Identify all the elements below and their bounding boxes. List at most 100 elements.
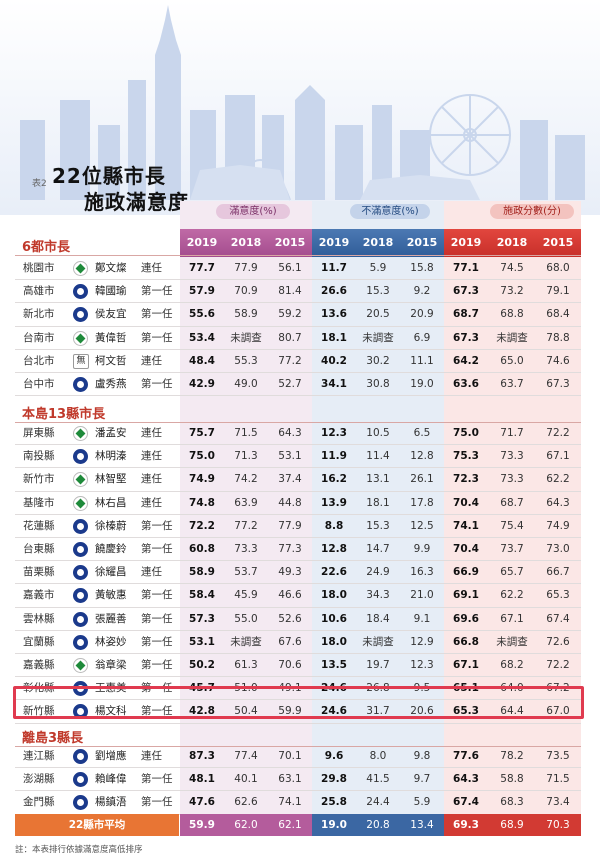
table-row: 嘉義市 黃敏惠 第一任 58.4 45.9 46.6 18.0 34.3 21.0 69.1 62.…	[15, 584, 581, 607]
table-row: 台中市 盧秀燕 第一任 42.9 49.0 52.7 34.1 30.8 19.0 63.6 63.…	[15, 373, 581, 396]
dis-value-2015: 12.3	[410, 659, 434, 671]
sat-value-2015: 63.1	[278, 773, 302, 786]
year-2018: 2018	[496, 236, 528, 249]
term-status: 第一任	[141, 519, 173, 532]
score-value-2015: 79.1	[546, 285, 570, 298]
sat-value-2015: 53.1	[278, 450, 302, 463]
mayor-name: 黃偉哲	[95, 331, 127, 344]
row-divider	[15, 583, 581, 585]
party-cell	[71, 422, 89, 445]
score-value-2019: 77.6	[453, 750, 479, 762]
dis-value-2015: 26.1	[410, 473, 434, 486]
sat-value-2018: 53.7	[234, 566, 258, 579]
party-cell	[71, 561, 89, 584]
score-value-2015: 74.9	[546, 519, 570, 532]
table-row: 連江縣 劉增應 連任 87.3 77.4 70.1 9.6 8.0 9.8 77.6 78.2 73.…	[15, 745, 581, 768]
sat-value-2018: 55.0	[234, 612, 258, 625]
score-value-2018: 75.4	[500, 519, 524, 532]
row-divider	[15, 490, 581, 492]
score-value-2015: 67.3	[546, 378, 570, 390]
county-name: 連江縣	[23, 750, 55, 762]
table-number: 表2	[32, 179, 47, 189]
sat-value-2018: 49.0	[234, 378, 258, 390]
mayor-name: 林智堅	[95, 473, 127, 486]
score-value-2018: 71.7	[500, 427, 524, 439]
year-2015: 2015	[274, 236, 306, 249]
row-divider	[15, 444, 581, 446]
table-row: 基隆市 林右昌 連任 74.8 63.9 44.8 13.9 18.1 17.8 70.4 68.7…	[15, 492, 581, 515]
row-divider	[15, 537, 581, 538]
party-cell	[71, 468, 89, 491]
dis-value-2019: 8.8	[324, 519, 344, 532]
dis-value-2018: 10.5	[366, 427, 390, 439]
sat-value-2019: 48.4	[189, 354, 215, 367]
dpp-emblem-icon	[73, 658, 88, 673]
county-name: 基隆市	[23, 496, 55, 509]
sat-value-2019: 87.3	[189, 750, 215, 762]
year-2018: 2018	[230, 236, 262, 249]
table-row: 雲林縣 張麗善 第一任 57.3 55.0 52.6 10.6 18.4 9.1 69.6 67.1…	[15, 608, 581, 631]
score-value-2018: 58.8	[500, 773, 524, 786]
score-value-2019: 68.7	[453, 308, 479, 321]
sat-value-2018: 62.6	[234, 796, 258, 809]
sat-value-2018: 未調查	[230, 635, 262, 648]
sat-value-2019: 53.1	[189, 635, 215, 648]
row-divider	[15, 629, 581, 631]
sat-value-2015: 70.1	[278, 750, 302, 762]
year-2019: 2019	[450, 236, 482, 249]
party-cell: 無	[71, 350, 89, 373]
row-divider	[15, 325, 581, 327]
sat-value-2019: 42.8	[189, 705, 215, 718]
term-status: 第一任	[141, 308, 173, 321]
county-name: 嘉義市	[23, 589, 55, 602]
row-divider	[15, 767, 581, 769]
term-status: 連任	[141, 427, 162, 439]
score-value-2019: 67.3	[453, 331, 479, 344]
mayor-name: 林明溱	[95, 450, 127, 463]
avg-sat-2018: 62.0	[234, 819, 258, 831]
avg-dis-2015: 13.4	[410, 819, 434, 831]
table-row: 澎湖縣 賴峰偉 第一任 48.1 40.1 63.1 29.8 41.5 9.7 64.3 58.8…	[15, 768, 581, 791]
row-divider	[15, 513, 581, 515]
score-value-2015: 73.4	[546, 796, 570, 809]
group-header-score: 施政分數(分)	[490, 204, 574, 219]
term-status: 第一任	[141, 331, 173, 344]
dis-value-2015: 5.9	[413, 796, 431, 809]
dis-value-2019: 11.9	[321, 450, 347, 463]
dis-value-2018: 18.4	[366, 612, 390, 625]
score-value-2019: 74.1	[453, 519, 479, 532]
sat-value-2015: 64.3	[278, 427, 302, 439]
score-value-2018: 68.2	[500, 659, 524, 671]
dis-value-2019: 18.0	[321, 635, 347, 648]
score-value-2015: 66.7	[546, 566, 570, 579]
score-value-2015: 67.1	[546, 450, 570, 463]
dpp-emblem-icon	[73, 426, 88, 441]
sat-value-2015: 52.6	[278, 612, 302, 625]
county-name: 澎湖縣	[23, 773, 55, 786]
score-value-2015: 73.5	[546, 750, 570, 762]
dis-value-2015: 12.8	[410, 450, 434, 463]
score-value-2015: 71.5	[546, 773, 570, 786]
avg-dis-2019: 19.0	[321, 819, 347, 831]
dis-value-2015: 9.2	[413, 285, 431, 298]
score-value-2019: 70.4	[453, 496, 479, 509]
highlight-box	[13, 686, 584, 719]
county-name: 屏東縣	[23, 427, 55, 439]
sat-value-2015: 59.9	[278, 705, 302, 718]
table-row: 台南市 黃偉哲 第一任 53.4 未調查 80.7 18.1 未調查 6.9 67.3 未調查 78.…	[15, 327, 581, 350]
term-status: 連任	[141, 566, 162, 579]
score-value-2019: 66.9	[453, 566, 479, 579]
dis-value-2015: 9.1	[413, 612, 431, 625]
score-value-2018: 73.3	[500, 473, 524, 486]
sat-value-2018: 未調查	[230, 331, 262, 344]
page-title: 22位縣市長	[52, 164, 166, 188]
sat-value-2019: 58.4	[189, 589, 215, 602]
county-name: 新北市	[23, 308, 55, 321]
sat-value-2019: 42.9	[189, 378, 215, 390]
score-value-2015: 64.3	[546, 496, 570, 509]
dis-value-2018: 24.4	[366, 796, 390, 809]
dis-value-2015: 21.0	[410, 589, 434, 602]
score-value-2015: 65.3	[546, 589, 570, 602]
row-divider	[15, 395, 581, 397]
dis-value-2019: 9.6	[324, 750, 344, 762]
